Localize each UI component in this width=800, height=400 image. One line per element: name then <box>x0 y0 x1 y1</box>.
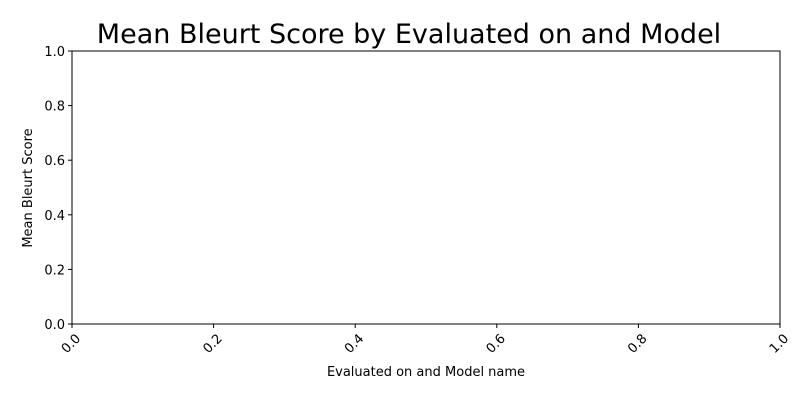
x-tick-label: 0.6 <box>484 331 509 356</box>
chart-title: Mean Bleurt Score by Evaluated on and Mo… <box>97 19 721 50</box>
y-tick-label: 1.0 <box>44 45 65 60</box>
plot-area <box>71 50 781 325</box>
y-axis-label: Mean Bleurt Score <box>21 128 36 247</box>
x-axis: 0.0 0.2 0.4 0.6 0.8 1.0 <box>59 324 792 357</box>
y-axis: 0.0 0.2 0.4 0.6 0.8 1.0 <box>44 45 72 333</box>
axes-frame <box>71 50 781 325</box>
x-tick-label: 0.2 <box>200 331 225 356</box>
x-tick-label: 0.0 <box>59 331 84 356</box>
x-tick-label: 0.8 <box>625 331 650 356</box>
x-tick-label: 1.0 <box>767 331 792 356</box>
y-tick-label: 0.4 <box>44 209 65 224</box>
y-tick-label: 0.0 <box>44 318 65 333</box>
y-tick-label: 0.2 <box>44 263 65 278</box>
x-axis-label: Evaluated on and Model name <box>327 365 525 380</box>
y-tick-label: 0.8 <box>44 100 65 115</box>
y-tick-label: 0.6 <box>44 154 65 169</box>
x-tick-label: 0.4 <box>342 331 367 356</box>
